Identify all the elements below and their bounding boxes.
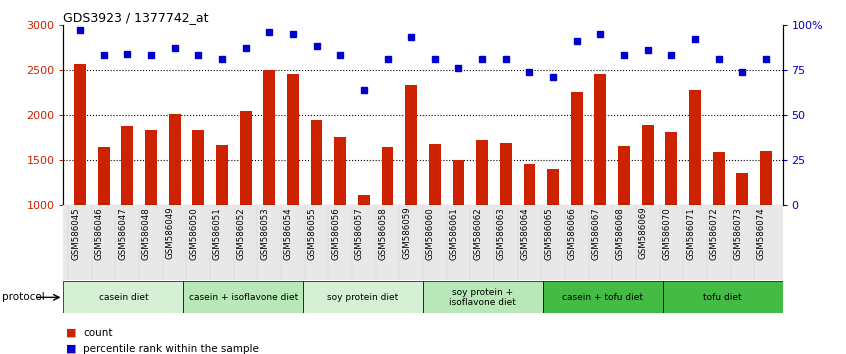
Text: GSM586052: GSM586052 [237, 207, 245, 259]
Text: GSM586054: GSM586054 [284, 207, 293, 259]
Bar [423, 281, 543, 313]
Bar [689, 90, 701, 205]
Bar [168, 114, 180, 205]
Bar [192, 130, 204, 205]
Text: GSM586047: GSM586047 [118, 207, 127, 259]
Text: GSM586070: GSM586070 [662, 207, 672, 259]
Text: GSM586050: GSM586050 [190, 207, 198, 259]
Text: GSM586060: GSM586060 [426, 207, 435, 259]
Text: GSM586045: GSM586045 [71, 207, 80, 259]
Text: GSM586053: GSM586053 [261, 207, 269, 259]
Text: GSM586061: GSM586061 [449, 207, 459, 259]
Text: GSM586059: GSM586059 [402, 207, 411, 259]
Text: casein + isoflavone diet: casein + isoflavone diet [189, 293, 298, 302]
Text: GSM586073: GSM586073 [733, 207, 742, 259]
Text: count: count [83, 328, 113, 338]
Bar [310, 120, 322, 205]
Text: tofu diet: tofu diet [703, 293, 742, 302]
Text: GSM586062: GSM586062 [473, 207, 482, 259]
Bar [713, 152, 724, 205]
Text: GSM586057: GSM586057 [354, 207, 364, 259]
Bar [74, 64, 86, 205]
Text: protocol: protocol [2, 292, 45, 302]
Bar [595, 74, 607, 205]
Bar [429, 144, 441, 205]
Text: GSM586049: GSM586049 [166, 207, 174, 259]
Bar [736, 173, 748, 205]
Bar [239, 110, 251, 205]
Bar [666, 132, 678, 205]
Text: GSM586048: GSM586048 [142, 207, 151, 259]
Bar [547, 169, 559, 205]
Bar [405, 85, 417, 205]
Text: GSM586058: GSM586058 [378, 207, 387, 259]
Bar [618, 146, 630, 205]
Text: GSM586056: GSM586056 [331, 207, 340, 259]
Bar [358, 195, 370, 205]
Bar [453, 160, 464, 205]
Text: casein + tofu diet: casein + tofu diet [563, 293, 643, 302]
Bar [642, 125, 654, 205]
Text: casein diet: casein diet [99, 293, 148, 302]
Bar [216, 145, 228, 205]
Text: GSM586055: GSM586055 [308, 207, 316, 259]
Text: GSM586051: GSM586051 [213, 207, 222, 259]
Bar [184, 281, 303, 313]
Text: ■: ■ [66, 344, 76, 354]
Text: GSM586066: GSM586066 [568, 207, 577, 259]
Text: GSM586063: GSM586063 [497, 207, 506, 259]
Text: soy protein +
isoflavone diet: soy protein + isoflavone diet [449, 288, 516, 307]
Text: GSM586069: GSM586069 [639, 207, 648, 259]
Bar [571, 92, 583, 205]
Text: GSM586071: GSM586071 [686, 207, 695, 259]
Text: ■: ■ [66, 328, 76, 338]
Bar [98, 147, 110, 205]
Bar [334, 137, 346, 205]
Bar [63, 281, 184, 313]
Text: GSM586074: GSM586074 [757, 207, 766, 259]
Bar [145, 130, 157, 205]
Bar [303, 281, 423, 313]
Text: GSM586064: GSM586064 [520, 207, 530, 259]
Bar [662, 281, 783, 313]
Text: GSM586067: GSM586067 [591, 207, 601, 259]
Bar [476, 140, 488, 205]
Bar [287, 74, 299, 205]
Bar [500, 143, 512, 205]
Text: percentile rank within the sample: percentile rank within the sample [83, 344, 259, 354]
Text: GSM586065: GSM586065 [544, 207, 553, 259]
Text: GSM586072: GSM586072 [710, 207, 719, 259]
Text: GDS3923 / 1377742_at: GDS3923 / 1377742_at [63, 11, 209, 24]
Text: GSM586046: GSM586046 [95, 207, 104, 259]
Bar [63, 205, 783, 280]
Bar [524, 164, 536, 205]
Text: soy protein diet: soy protein diet [327, 293, 398, 302]
Bar [543, 281, 662, 313]
Text: GSM586068: GSM586068 [615, 207, 624, 259]
Bar [760, 151, 772, 205]
Bar [122, 126, 133, 205]
Bar [263, 70, 275, 205]
Bar [382, 147, 393, 205]
